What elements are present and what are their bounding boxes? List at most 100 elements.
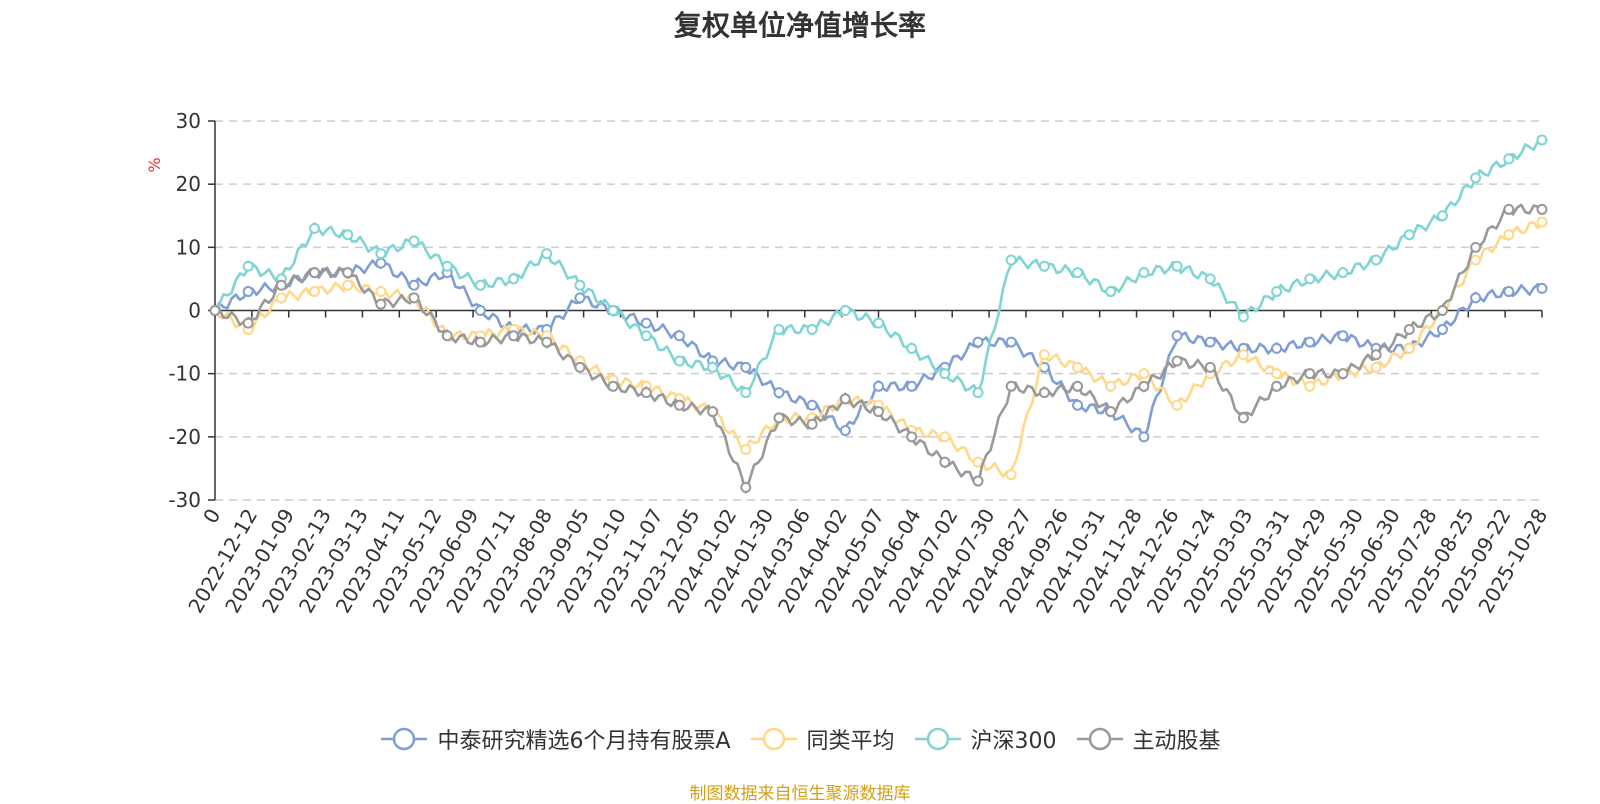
y-tick-label: 10: [176, 235, 201, 259]
data-point: [574, 279, 586, 291]
data-point: [408, 235, 420, 247]
data-point: [408, 279, 420, 291]
legend-item[interactable]: 主动股基: [1075, 723, 1221, 755]
data-point: [474, 305, 486, 316]
y-tick-label: 0: [188, 299, 201, 323]
data-point: [1072, 380, 1084, 392]
data-point: [1204, 361, 1216, 373]
data-point: [1536, 203, 1548, 215]
data-point: [607, 380, 619, 392]
data-point: [939, 368, 951, 380]
series-line: [213, 221, 1544, 478]
legend-item[interactable]: 中泰研究精选6个月持有股票A: [379, 723, 731, 755]
data-point: [607, 305, 619, 316]
data-point: [1005, 380, 1017, 392]
data-point: [1105, 380, 1117, 392]
legend-item[interactable]: 沪深300: [913, 723, 1057, 755]
series-line: [213, 138, 1543, 395]
data-point: [1204, 336, 1216, 348]
data-point: [740, 481, 752, 493]
data-point: [1105, 406, 1117, 418]
data-point: [441, 260, 453, 272]
data-point: [474, 279, 486, 291]
data-point: [275, 292, 287, 304]
data-point: [1171, 399, 1183, 411]
data-point: [1072, 399, 1084, 411]
data-point: [1138, 368, 1150, 380]
data-point: [939, 431, 951, 443]
data-point: [1038, 387, 1050, 399]
data-point: [1403, 323, 1415, 335]
data-point: [640, 330, 652, 342]
data-point: [906, 342, 918, 354]
data-point: [873, 406, 884, 418]
data-point: [474, 336, 486, 348]
y-tick-label: 30: [176, 109, 201, 133]
data-point: [906, 431, 918, 443]
data-point: [1171, 355, 1183, 367]
data-point: [773, 387, 785, 399]
data-point: [342, 279, 354, 291]
data-point: [640, 387, 652, 399]
data-point: [972, 336, 984, 348]
data-point: [1038, 260, 1050, 272]
data-point: [1005, 254, 1017, 266]
data-point: [773, 412, 785, 424]
data-point: [740, 387, 752, 399]
data-point: [972, 475, 984, 487]
legend-marker-icon: [914, 727, 961, 751]
data-point: [1271, 342, 1283, 354]
legend-label: 主动股基: [1132, 729, 1221, 754]
data-point: [1503, 153, 1515, 165]
data-point: [1370, 254, 1382, 266]
data-point: [1072, 361, 1084, 373]
data-point: [1470, 172, 1482, 184]
data-point: [1503, 229, 1515, 241]
data-point: [1503, 203, 1515, 215]
y-tick-label: -20: [168, 425, 201, 449]
data-point: [1237, 412, 1249, 424]
data-point: [1470, 241, 1482, 253]
data-point: [375, 286, 387, 298]
data-point: [508, 273, 520, 285]
data-point: [740, 443, 752, 455]
data-point: [342, 267, 354, 279]
data-point: [275, 279, 287, 291]
data-point: [541, 336, 553, 348]
data-point: [806, 323, 818, 335]
data-point: [1403, 342, 1415, 354]
y-tick-label: -10: [168, 362, 201, 386]
data-point: [309, 286, 321, 298]
data-point: [1337, 330, 1349, 342]
data-point: [1370, 361, 1382, 373]
data-point: [1337, 368, 1349, 380]
legend-marker-icon: [381, 727, 428, 751]
data-point: [1436, 323, 1448, 335]
data-point: [1271, 368, 1283, 380]
data-point: [1370, 349, 1382, 361]
y-axis-label: %: [145, 157, 164, 172]
y-axis-label-group: %: [145, 157, 164, 172]
data-point: [309, 267, 321, 279]
legend-label: 中泰研究精选6个月持有股票A: [437, 729, 731, 754]
data-point: [1470, 292, 1482, 304]
data-point: [1304, 336, 1316, 348]
data-point: [508, 330, 520, 342]
legend-label: 同类平均: [806, 729, 895, 754]
legend-marker-icon: [1076, 727, 1123, 751]
legend-item[interactable]: 同类平均: [749, 723, 895, 755]
data-point: [1237, 349, 1249, 361]
chart-plot: 3020100-10-20-3002022-12-122023-01-09202…: [145, 109, 1552, 617]
y-tick-label: -30: [168, 488, 201, 512]
data-point: [1304, 380, 1316, 392]
data-point: [673, 330, 685, 342]
data-point: [574, 292, 586, 304]
data-point: [1436, 305, 1448, 316]
data-point: [1072, 267, 1084, 279]
data-point: [972, 387, 984, 399]
legend: 中泰研究精选6个月持有股票A 同类平均 沪深300 主动股基: [0, 723, 1600, 755]
data-point: [806, 418, 818, 430]
data-point: [1304, 368, 1316, 380]
data-point: [1271, 286, 1283, 298]
data-point: [408, 292, 420, 304]
